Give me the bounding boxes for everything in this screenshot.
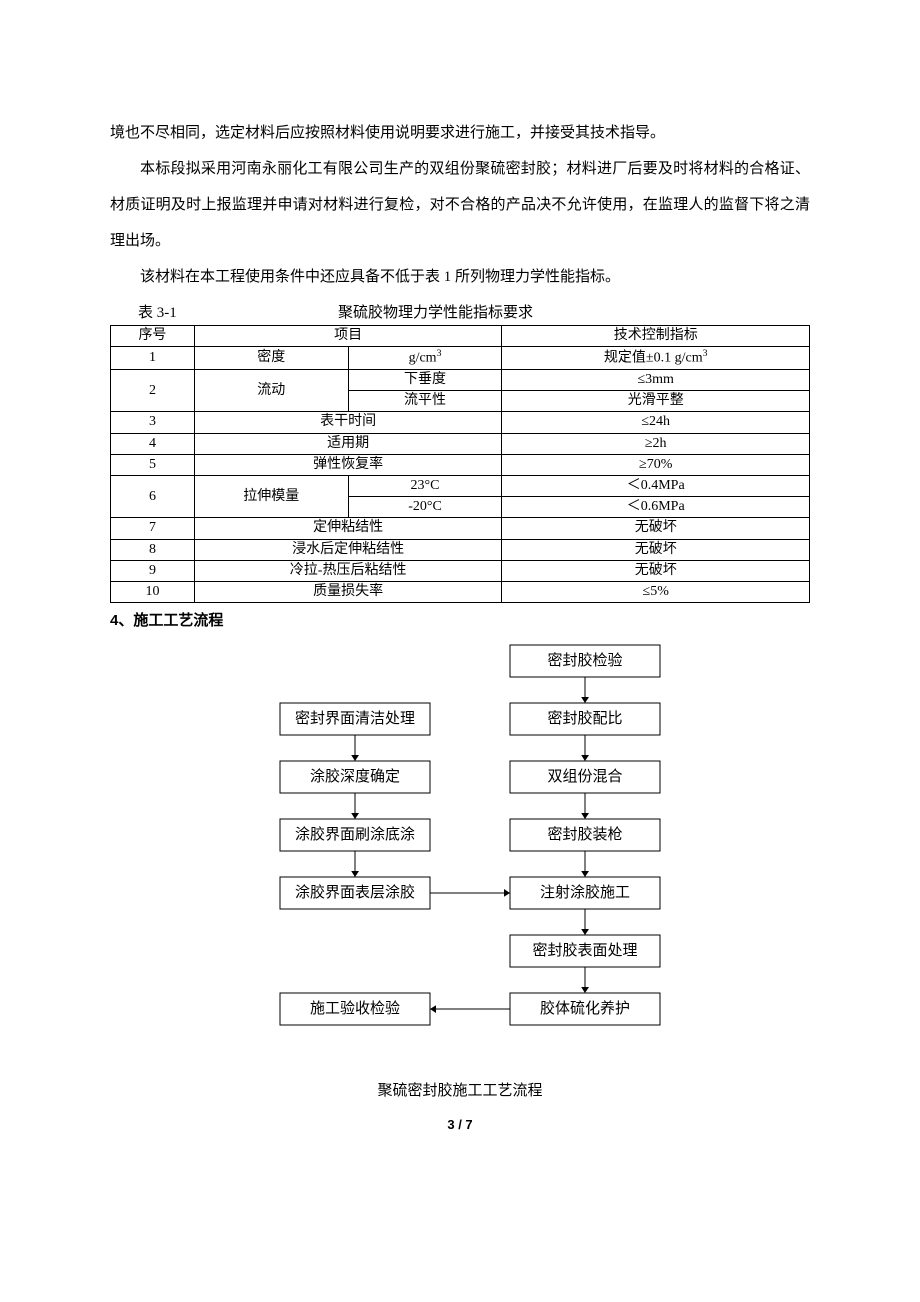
cell: 3 xyxy=(111,412,195,433)
page-sep: / xyxy=(455,1117,466,1132)
table-row: 2 流动 下垂度 ≤3mm xyxy=(111,370,810,391)
cell: 10 xyxy=(111,581,195,602)
cell: 流动 xyxy=(194,370,348,412)
cell: 下垂度 xyxy=(348,370,502,391)
cell: 浸水后定伸粘结性 xyxy=(194,539,502,560)
table-label: 表 3-1 xyxy=(110,301,278,325)
cell: 弹性恢复率 xyxy=(194,454,502,475)
cell: 6 xyxy=(111,475,195,517)
cell: g/cm3 xyxy=(348,347,502,370)
table-row: 9 冷拉-热压后粘结性 无破坏 xyxy=(111,560,810,581)
page-number: 3 / 7 xyxy=(110,1109,810,1140)
cell: 无破坏 xyxy=(502,518,810,539)
cell: 规定值±0.1 g/cm3 xyxy=(502,347,810,370)
table-row: 8 浸水后定伸粘结性 无破坏 xyxy=(111,539,810,560)
table-title: 聚硫胶物理力学性能指标要求 xyxy=(278,301,810,325)
cell: ＜0.4MPa xyxy=(502,475,810,496)
cell: 拉伸模量 xyxy=(194,475,348,517)
cell: 8 xyxy=(111,539,195,560)
cell: 无破坏 xyxy=(502,539,810,560)
page-total: 7 xyxy=(465,1117,472,1132)
flowchart-container: 密封胶检验密封界面清洁处理密封胶配比涂胶深度确定双组份混合涂胶界面刷涂底涂密封胶… xyxy=(210,635,710,1069)
cell: 流平性 xyxy=(348,391,502,412)
cell: ≤3mm xyxy=(502,370,810,391)
cell: 1 xyxy=(111,347,195,370)
cell: ≤5% xyxy=(502,581,810,602)
cell: -20°C xyxy=(348,497,502,518)
svg-text:涂胶界面刷涂底涂: 涂胶界面刷涂底涂 xyxy=(295,826,415,843)
cell: 光滑平整 xyxy=(502,391,810,412)
cell: ≤24h xyxy=(502,412,810,433)
cell: ＜0.6MPa xyxy=(502,497,810,518)
svg-text:涂胶界面表层涂胶: 涂胶界面表层涂胶 xyxy=(295,884,415,901)
cell: 4 xyxy=(111,433,195,454)
table-row: 5 弹性恢复率 ≥70% xyxy=(111,454,810,475)
cell: 2 xyxy=(111,370,195,412)
table-row: 10 质量损失率 ≤5% xyxy=(111,581,810,602)
svg-text:涂胶深度确定: 涂胶深度确定 xyxy=(310,768,400,785)
cell: 定伸粘结性 xyxy=(194,518,502,539)
cell: 密度 xyxy=(194,347,348,370)
table-caption-row: 表 3-1 聚硫胶物理力学性能指标要求 xyxy=(110,301,810,325)
section-4-heading: 4、施工工艺流程 xyxy=(110,609,810,633)
properties-table: 序号 项目 技术控制指标 1 密度 g/cm3 规定值±0.1 g/cm3 2 … xyxy=(110,325,810,603)
svg-text:密封胶配比: 密封胶配比 xyxy=(547,710,622,727)
svg-text:密封胶检验: 密封胶检验 xyxy=(547,652,622,669)
cell: ≥2h xyxy=(502,433,810,454)
flowchart-caption: 聚硫密封胶施工工艺流程 xyxy=(110,1079,810,1103)
paragraph-continuation: 境也不尽相同，选定材料后应按照材料使用说明要求进行施工，并接受其技术指导。 xyxy=(110,115,810,151)
th-item: 项目 xyxy=(194,326,502,347)
svg-text:密封胶表面处理: 密封胶表面处理 xyxy=(532,942,637,959)
document-page: 境也不尽相同，选定材料后应按照材料使用说明要求进行施工，并接受其技术指导。 本标… xyxy=(0,0,920,1180)
svg-text:密封界面清洁处理: 密封界面清洁处理 xyxy=(295,710,415,727)
cell: 5 xyxy=(111,454,195,475)
cell: 7 xyxy=(111,518,195,539)
table-row: 6 拉伸模量 23°C ＜0.4MPa xyxy=(111,475,810,496)
cell: ≥70% xyxy=(502,454,810,475)
flowchart-svg: 密封胶检验密封界面清洁处理密封胶配比涂胶深度确定双组份混合涂胶界面刷涂底涂密封胶… xyxy=(210,635,710,1055)
svg-text:施工验收检验: 施工验收检验 xyxy=(310,1000,400,1017)
cell: 9 xyxy=(111,560,195,581)
cell: 冷拉-热压后粘结性 xyxy=(194,560,502,581)
table-row: 7 定伸粘结性 无破坏 xyxy=(111,518,810,539)
table-header-row: 序号 项目 技术控制指标 xyxy=(111,326,810,347)
svg-text:密封胶装枪: 密封胶装枪 xyxy=(547,826,622,843)
paragraph-3: 该材料在本工程使用条件中还应具备不低于表 1 所列物理力学性能指标。 xyxy=(110,259,810,295)
table-row: 1 密度 g/cm3 规定值±0.1 g/cm3 xyxy=(111,347,810,370)
table-row: 4 适用期 ≥2h xyxy=(111,433,810,454)
th-spec: 技术控制指标 xyxy=(502,326,810,347)
cell: 23°C xyxy=(348,475,502,496)
cell: 无破坏 xyxy=(502,560,810,581)
paragraph-2: 本标段拟采用河南永丽化工有限公司生产的双组份聚硫密封胶；材料进厂后要及时将材料的… xyxy=(110,151,810,259)
svg-text:双组份混合: 双组份混合 xyxy=(547,768,622,785)
page-current: 3 xyxy=(447,1117,454,1132)
cell: 表干时间 xyxy=(194,412,502,433)
cell: 质量损失率 xyxy=(194,581,502,602)
table-row: 3 表干时间 ≤24h xyxy=(111,412,810,433)
svg-text:注射涂胶施工: 注射涂胶施工 xyxy=(540,884,630,901)
th-seq: 序号 xyxy=(111,326,195,347)
cell: 适用期 xyxy=(194,433,502,454)
svg-text:胶体硫化养护: 胶体硫化养护 xyxy=(540,1000,630,1017)
